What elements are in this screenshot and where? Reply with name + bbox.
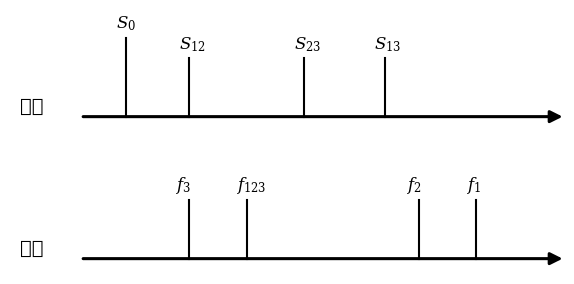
Text: $S_0$: $S_0$ (116, 15, 136, 34)
Text: $S_{12}$: $S_{12}$ (179, 35, 206, 54)
Text: $f_3$: $f_3$ (175, 175, 191, 196)
Text: 快轴: 快轴 (20, 239, 43, 258)
Text: $f_{123}$: $f_{123}$ (236, 175, 267, 196)
Text: $S_{13}$: $S_{13}$ (374, 35, 402, 54)
Text: $S_{23}$: $S_{23}$ (294, 35, 321, 54)
Text: 慢轴: 慢轴 (20, 97, 43, 116)
Text: $f_2$: $f_2$ (406, 175, 422, 196)
Text: $f_1$: $f_1$ (466, 175, 481, 196)
